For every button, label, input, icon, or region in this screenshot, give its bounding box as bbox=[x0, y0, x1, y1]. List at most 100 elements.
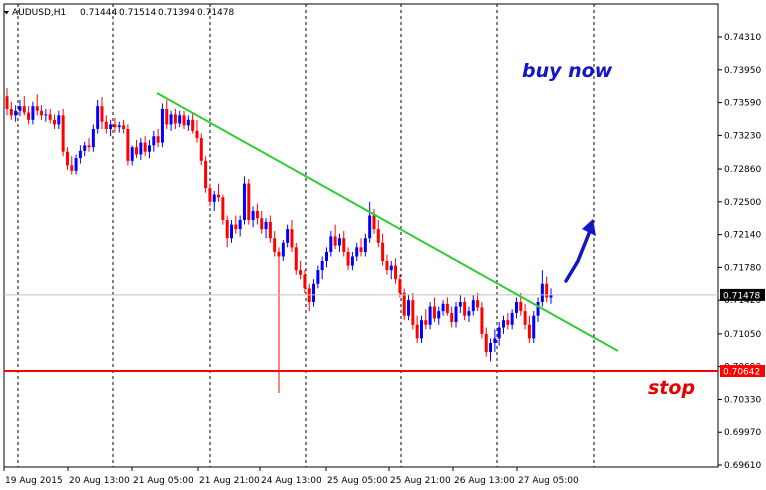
x-tick-label: 21 Aug 05:00 bbox=[133, 476, 194, 486]
candle-body bbox=[109, 124, 113, 129]
candle-body bbox=[165, 108, 169, 125]
y-tick-label: 0.69610 bbox=[724, 461, 761, 471]
candle bbox=[355, 242, 359, 262]
x-tick-label: 25 Aug 21:00 bbox=[390, 476, 451, 486]
candle-body bbox=[18, 106, 22, 111]
candle bbox=[22, 96, 26, 116]
candle-body bbox=[147, 145, 151, 152]
x-tick-label: 20 Aug 13:00 bbox=[69, 476, 130, 486]
candle-body bbox=[506, 320, 510, 325]
candle bbox=[173, 108, 177, 129]
candle-body bbox=[264, 221, 268, 230]
candle-body bbox=[100, 106, 104, 122]
candle bbox=[130, 145, 134, 166]
candle bbox=[83, 141, 87, 157]
y-tick-label: 0.70330 bbox=[724, 395, 761, 405]
candle bbox=[415, 315, 419, 343]
candle bbox=[234, 215, 238, 234]
candle-body bbox=[532, 315, 536, 339]
candle-body bbox=[35, 106, 39, 111]
candle-body bbox=[40, 110, 44, 116]
buy-now-annotation: buy now bbox=[522, 60, 613, 82]
candle-body bbox=[363, 238, 367, 252]
candle bbox=[463, 297, 467, 321]
candle bbox=[411, 292, 415, 330]
candle bbox=[160, 103, 164, 148]
candle bbox=[303, 270, 307, 293]
candle bbox=[480, 301, 484, 339]
candle-body bbox=[281, 242, 285, 257]
candle bbox=[342, 230, 346, 257]
triangle-down-icon[interactable] bbox=[4, 11, 9, 15]
candle-body bbox=[411, 300, 415, 325]
candle bbox=[407, 294, 411, 321]
candle-body bbox=[242, 183, 246, 221]
candle-body bbox=[415, 324, 419, 339]
candle-body bbox=[514, 301, 518, 313]
candle bbox=[307, 283, 311, 312]
candle bbox=[143, 136, 147, 157]
candle bbox=[523, 303, 527, 330]
candle bbox=[70, 156, 74, 175]
stop-price-tag bbox=[720, 365, 765, 378]
candle bbox=[65, 147, 69, 170]
candle-body bbox=[126, 128, 130, 161]
candle-body bbox=[199, 138, 203, 161]
candle bbox=[182, 110, 186, 129]
candle-body bbox=[476, 300, 480, 308]
candle bbox=[540, 270, 544, 307]
candle bbox=[230, 220, 234, 243]
candle-body bbox=[208, 188, 212, 202]
candle bbox=[312, 279, 316, 307]
candle-body bbox=[467, 311, 471, 316]
overlay-layer bbox=[4, 92, 718, 373]
candle bbox=[57, 110, 61, 129]
candle-body bbox=[139, 142, 143, 155]
candle-body bbox=[182, 115, 186, 126]
x-tick-label: 24 Aug 13:00 bbox=[261, 476, 322, 486]
candle-body bbox=[130, 147, 134, 161]
candle-body bbox=[432, 306, 436, 319]
candle-body bbox=[204, 160, 208, 189]
candle-body bbox=[407, 300, 411, 316]
candle bbox=[91, 124, 95, 152]
candle bbox=[514, 297, 518, 319]
candle-body bbox=[441, 303, 445, 312]
candle-body bbox=[178, 115, 182, 124]
up-arrow-icon bbox=[564, 219, 596, 283]
candle-body bbox=[350, 256, 354, 266]
candle-body bbox=[286, 229, 290, 243]
candle-body bbox=[437, 311, 441, 319]
candle-body bbox=[113, 124, 117, 128]
candle-body bbox=[333, 236, 337, 246]
candle bbox=[147, 139, 151, 159]
candle bbox=[139, 138, 143, 160]
candle-body bbox=[48, 114, 52, 120]
current-price-tag bbox=[720, 288, 765, 301]
candle-body bbox=[5, 96, 9, 109]
candle-body bbox=[186, 119, 190, 126]
candle-body bbox=[480, 307, 484, 334]
candle bbox=[398, 274, 402, 298]
candle-body bbox=[83, 145, 87, 151]
candle-body bbox=[445, 303, 449, 313]
candle-body bbox=[527, 324, 531, 339]
x-tick-label: 19 Aug 2015 bbox=[5, 476, 63, 486]
candle-body bbox=[22, 106, 26, 113]
candle-body bbox=[91, 128, 95, 148]
candle bbox=[238, 215, 242, 237]
axes-layer: 0.74310 0.73950 0.73590 0.73230 0.72860 0.725… bbox=[3, 33, 765, 486]
candle-body bbox=[316, 270, 320, 284]
y-tick-label: 0.73950 bbox=[724, 66, 761, 76]
candle bbox=[225, 215, 229, 248]
candle bbox=[316, 265, 320, 289]
candle-body bbox=[346, 251, 350, 266]
candle-body bbox=[225, 220, 229, 239]
candle-body bbox=[337, 238, 341, 246]
candle bbox=[126, 124, 130, 166]
candle-body bbox=[303, 274, 307, 289]
candle bbox=[122, 119, 126, 134]
candle-body bbox=[230, 224, 234, 239]
candle bbox=[432, 297, 436, 323]
